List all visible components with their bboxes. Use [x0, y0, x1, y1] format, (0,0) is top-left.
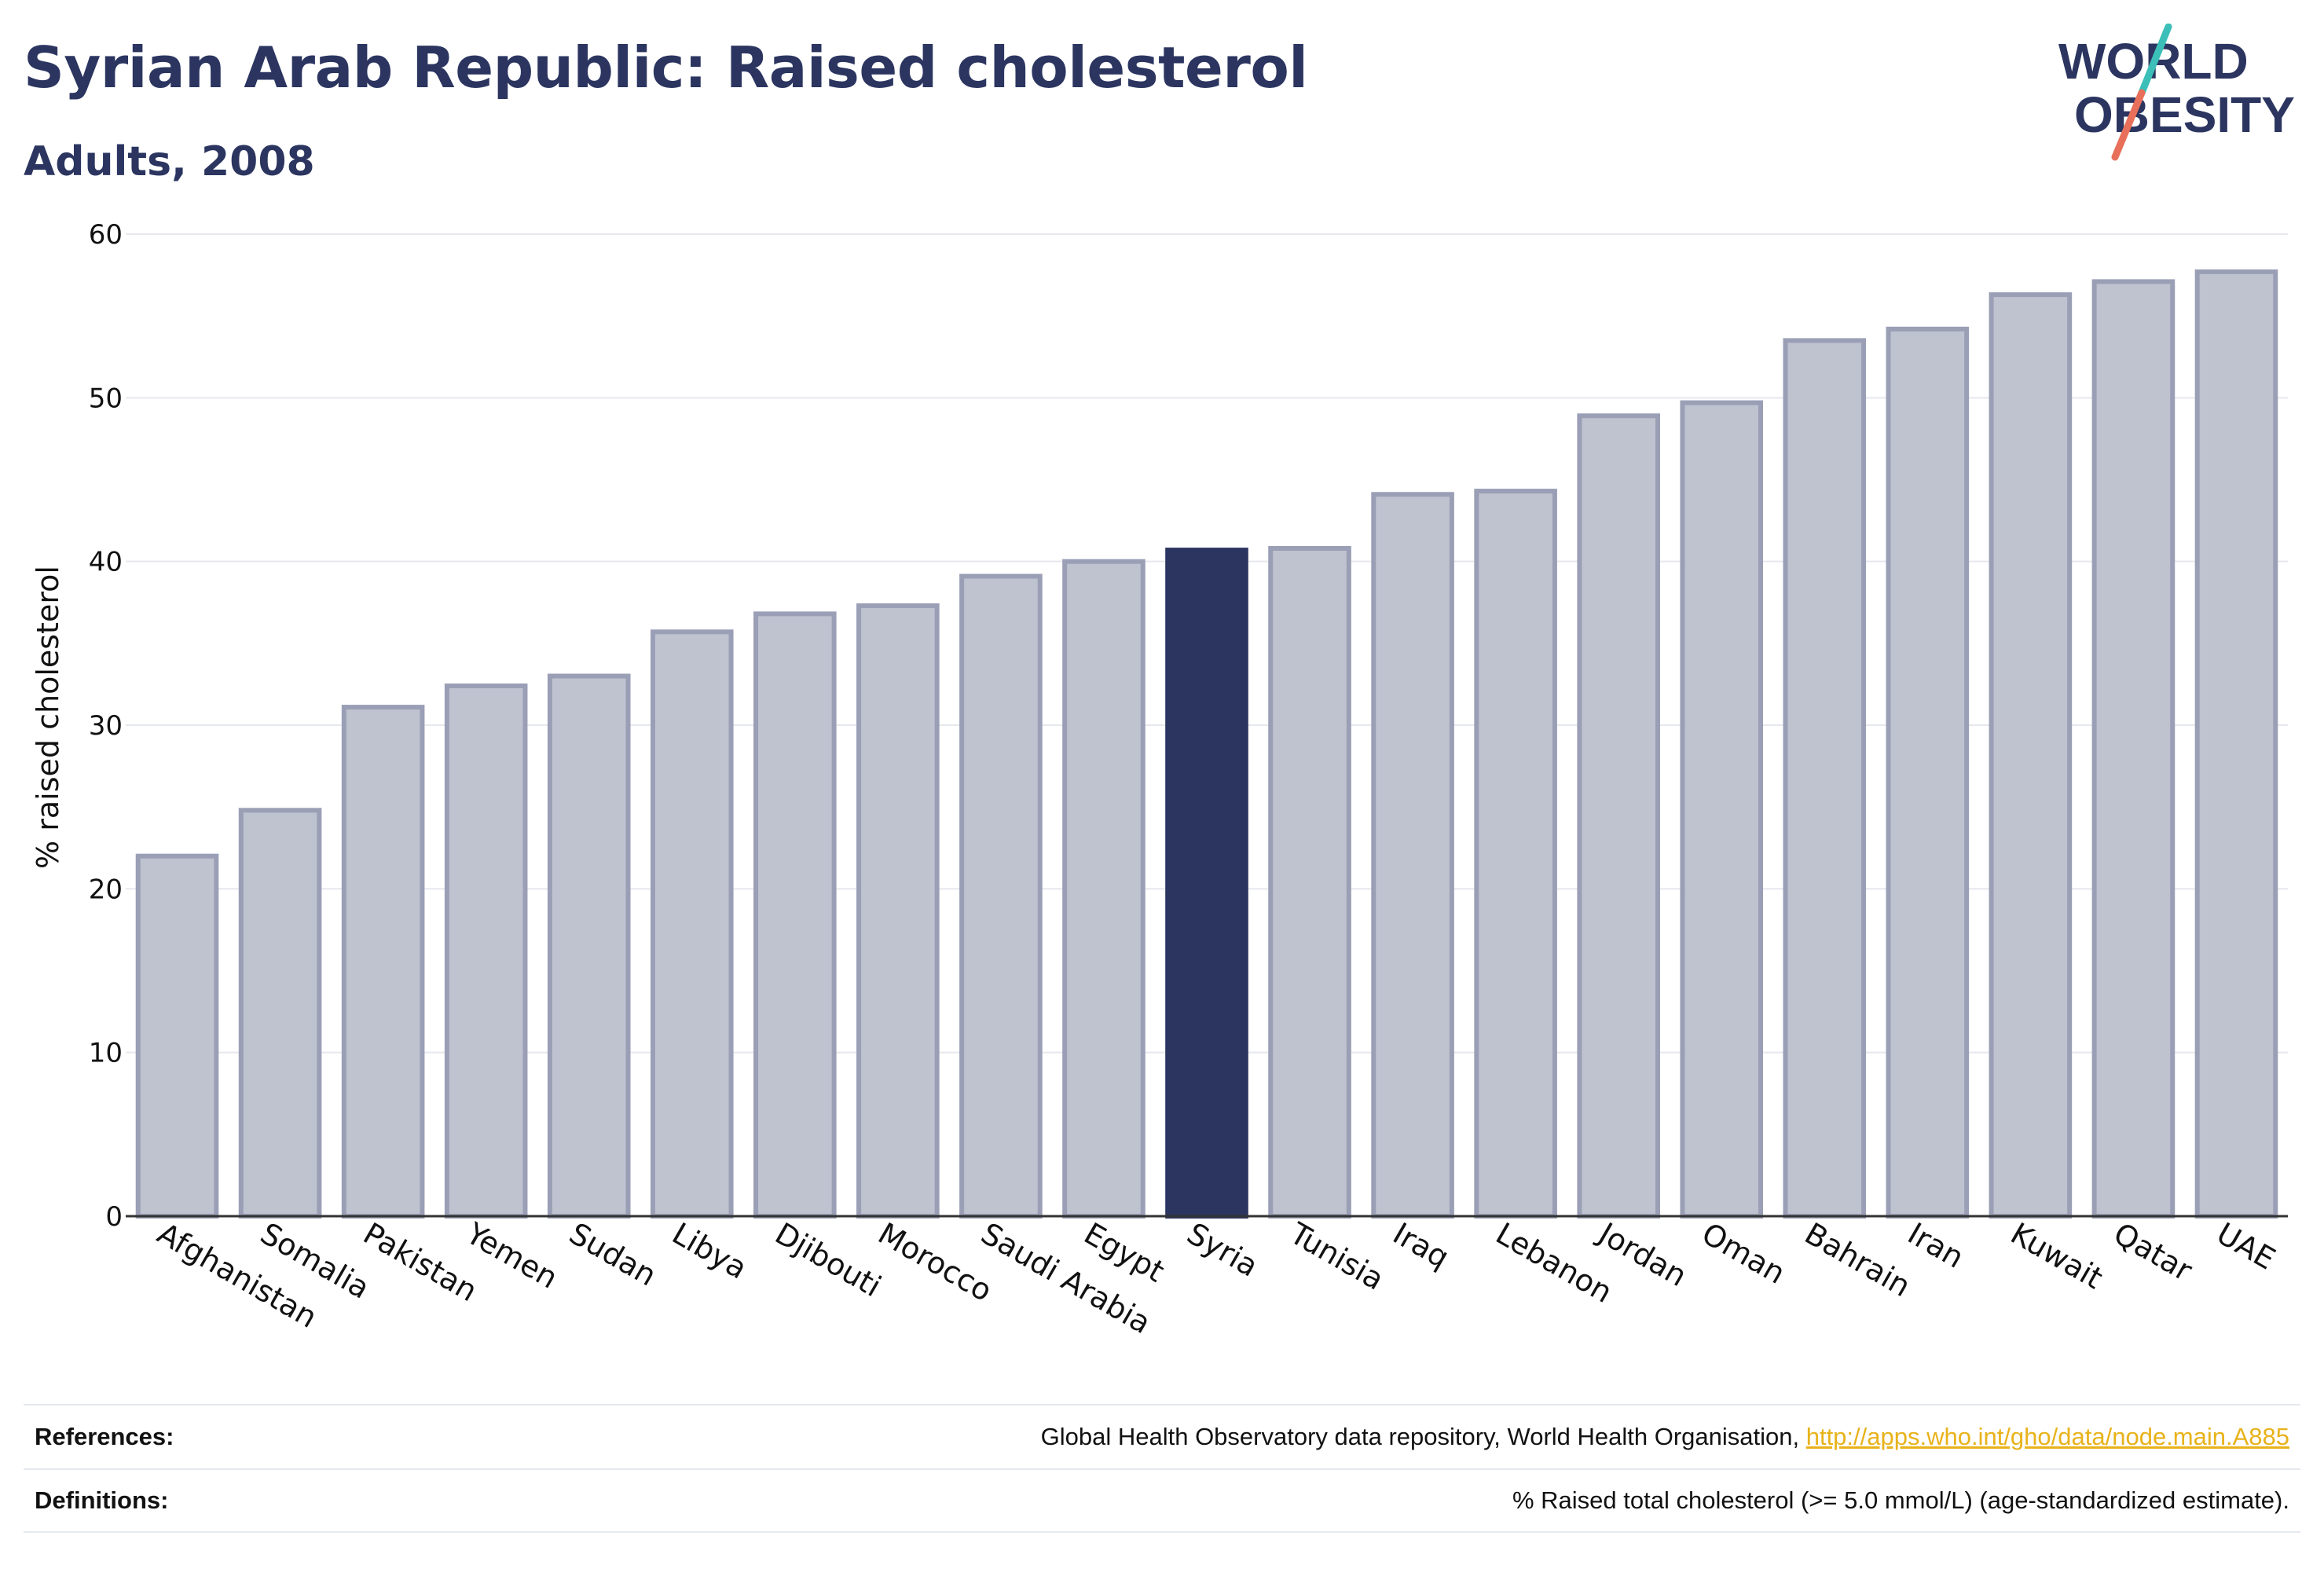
definitions-label: Definitions:	[35, 1486, 169, 1514]
world-obesity-logo: WORLD OBESITY	[2058, 24, 2295, 161]
references-link[interactable]: http://apps.who.int/gho/data/node.main.A…	[1805, 1423, 2289, 1450]
y-tick-label: 60	[89, 219, 123, 251]
x-tick-label: Djibouti	[769, 1216, 887, 1304]
bar	[1474, 489, 1557, 1219]
bar	[1680, 400, 1764, 1219]
bar	[2091, 279, 2176, 1219]
bar	[1783, 338, 1867, 1219]
bar	[959, 574, 1043, 1219]
y-tick-label: 10	[89, 1038, 123, 1069]
bar	[1989, 292, 2073, 1219]
x-tick-label: Lebanon	[1490, 1216, 1618, 1310]
chart-title: Syrian Arab Republic: Raised cholesterol	[24, 35, 1308, 101]
bar	[650, 629, 734, 1219]
references-value: Global Health Observatory data repositor…	[1041, 1423, 2289, 1451]
bar-highlight	[1165, 548, 1248, 1219]
bar	[856, 603, 940, 1219]
chart-subtitle: Adults, 2008	[24, 138, 315, 185]
x-tick-label: Tunisia	[1284, 1215, 1390, 1297]
bar	[238, 808, 322, 1219]
references-label: References:	[35, 1423, 174, 1450]
bar	[2194, 269, 2278, 1219]
references-row: References: Global Health Observatory da…	[24, 1404, 2300, 1468]
x-tick-label: Syria	[1182, 1216, 1264, 1284]
bar	[135, 853, 219, 1219]
x-tick-label: Morocco	[872, 1216, 998, 1309]
x-tick-label: Sudan	[563, 1216, 662, 1293]
bar	[444, 684, 528, 1219]
y-axis-label: % raised cholesterol	[31, 566, 65, 869]
x-tick-label: Bahrain	[1799, 1216, 1916, 1304]
y-tick-label: 0	[105, 1201, 123, 1233]
bars	[135, 269, 2278, 1219]
references-text: Global Health Observatory data repositor…	[1040, 1423, 1806, 1450]
bar-chart: 0 10 20 30 40 50 60 AfghanistanSomaliaPakistan…	[31, 219, 2288, 1341]
x-tick-label: Libya	[666, 1216, 753, 1286]
x-tick-label: UAE	[2211, 1216, 2281, 1277]
x-tick-label: Kuwait	[2005, 1216, 2109, 1296]
bar	[1577, 413, 1660, 1219]
bar	[1268, 546, 1351, 1219]
y-tick-label: 30	[89, 710, 123, 742]
logo-slash-top	[2138, 24, 2172, 97]
logo-text-obesity: OBESITY	[2074, 86, 2295, 143]
y-tick-label: 50	[89, 383, 123, 414]
x-tick-label: Qatar	[2108, 1216, 2198, 1288]
x-tick-label: Pakistan	[357, 1216, 483, 1309]
x-tick-label: Oman	[1696, 1216, 1791, 1291]
bar	[1062, 559, 1146, 1219]
bar	[341, 705, 425, 1219]
x-tick-label: Iraq	[1387, 1216, 1455, 1275]
definitions-value: % Raised total cholesterol (>= 5.0 mmol/…	[1512, 1486, 2289, 1514]
bar	[753, 611, 837, 1219]
y-tick-label: 40	[89, 547, 123, 578]
y-tick-labels: 0 10 20 30 40 50 60	[89, 219, 123, 1233]
y-tick-label: 20	[89, 874, 123, 905]
logo-slash-bottom	[2111, 89, 2146, 161]
definitions-row: Definitions: % Raised total cholesterol …	[24, 1468, 2300, 1533]
bar	[1371, 492, 1454, 1219]
x-tick-label: Iran	[1902, 1216, 1970, 1275]
bar	[1886, 326, 1970, 1219]
bar	[547, 673, 631, 1219]
